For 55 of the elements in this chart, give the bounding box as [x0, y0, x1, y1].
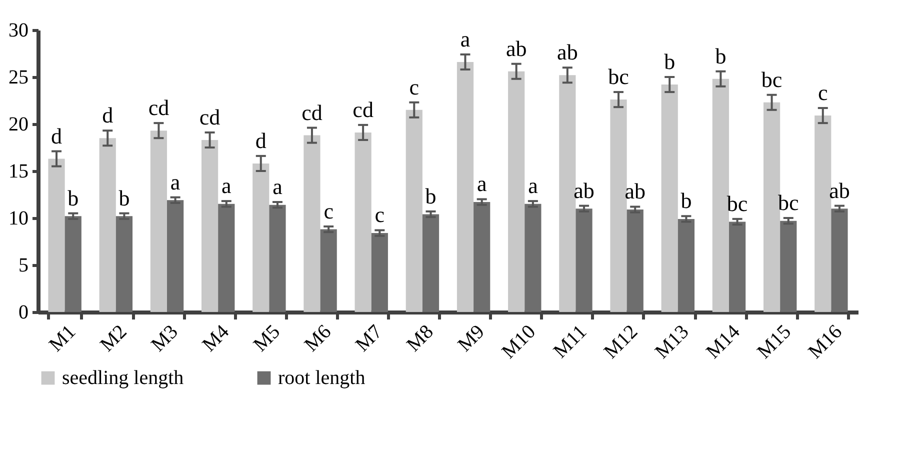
data-label: b: [425, 183, 436, 208]
data-label: d: [102, 102, 114, 128]
y-tick-label: 0: [18, 302, 28, 324]
data-label: ab: [624, 178, 646, 204]
data-label: b: [118, 185, 130, 210]
legend-label: root length: [278, 367, 366, 389]
data-label: ab: [829, 178, 850, 203]
x-tick-label: M3: [147, 320, 182, 356]
y-tick-label: 25: [8, 66, 28, 88]
data-label: a: [272, 174, 283, 200]
data-label: d: [255, 128, 266, 153]
x-tick-label: M1: [44, 320, 80, 356]
x-tick-label: M13: [650, 320, 694, 364]
x-tick-label: M11: [549, 320, 592, 363]
y-tick-label: 10: [8, 208, 28, 230]
data-label: c: [818, 80, 828, 106]
x-tick-label: M12: [600, 320, 642, 364]
data-label: cd: [302, 100, 322, 125]
data-label: bc: [761, 66, 782, 92]
x-tick-label: M8: [402, 320, 438, 356]
y-tick-label: 20: [8, 114, 28, 136]
data-label: ab: [574, 178, 594, 203]
x-tick-label: M5: [249, 320, 285, 356]
data-label: ab: [506, 36, 527, 61]
data-label: bc: [726, 190, 748, 216]
data-label: cd: [199, 104, 220, 130]
data-label: a: [222, 173, 232, 198]
x-tick-label: M2: [96, 320, 132, 356]
data-label: c: [374, 202, 385, 228]
data-label: bc: [778, 190, 800, 215]
data-label: bc: [608, 64, 630, 90]
x-tick-label: M14: [702, 320, 744, 364]
data-label: c: [409, 74, 420, 100]
data-label: a: [476, 171, 487, 196]
y-tick-label: 15: [8, 160, 28, 182]
data-label: a: [170, 169, 180, 194]
data-label: cd: [148, 95, 170, 120]
x-tick-label: M10: [498, 320, 540, 364]
data-label: a: [528, 173, 538, 198]
y-tick-label: 30: [8, 20, 28, 42]
x-tick-label: M7: [352, 320, 387, 356]
data-label: b: [68, 185, 79, 210]
data-label: b: [715, 43, 726, 68]
data-label: cd: [352, 96, 374, 122]
data-label: ab: [557, 40, 578, 65]
x-tick-label: M4: [198, 320, 234, 356]
data-label: c: [324, 198, 334, 224]
y-tick-label: 5: [18, 254, 28, 276]
legend-label: seedling length: [62, 367, 184, 389]
data-label: a: [460, 26, 470, 52]
data-label: d: [51, 123, 62, 148]
data-label: b: [680, 188, 692, 214]
x-tick-label: M9: [454, 320, 489, 356]
data-label: b: [664, 49, 676, 74]
x-tick-label: M6: [300, 320, 336, 356]
